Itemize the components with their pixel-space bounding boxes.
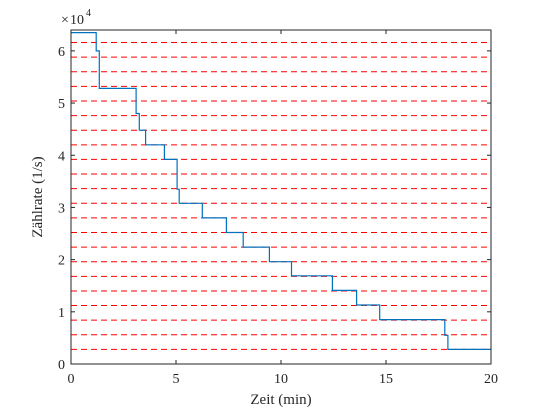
y-axis-ticks: 0 1 2 3 4 5 6 — [58, 45, 491, 373]
x-tick-label: 0 — [68, 372, 75, 387]
y-tick-label: 4 — [58, 149, 65, 164]
series-line-0 — [71, 31, 491, 350]
series-group — [71, 31, 491, 350]
plot-area — [71, 30, 491, 364]
x-tick-label: 10 — [274, 372, 288, 387]
y-axis-label: Zählrate (1/s) — [30, 156, 46, 237]
y-tick-label: 0 — [58, 358, 65, 373]
x-tick-label: 20 — [484, 372, 498, 387]
y-tick-label: 6 — [58, 45, 65, 60]
y-tick-label: 2 — [58, 254, 65, 269]
x-tick-label: 15 — [379, 372, 393, 387]
y-exponent-power: 4 — [86, 8, 91, 19]
y-tick-label: 5 — [58, 97, 65, 112]
x-axis-ticks: 0 5 10 15 20 — [68, 30, 498, 387]
y-exponent-times: × — [61, 13, 69, 28]
x-axis-label: Zeit (min) — [250, 392, 311, 408]
y-tick-label: 3 — [58, 201, 65, 216]
y-exponent-base: 10 — [70, 13, 84, 28]
reference-lines — [71, 42, 491, 350]
x-tick-label: 5 — [173, 372, 180, 387]
y-tick-label: 1 — [58, 306, 65, 321]
